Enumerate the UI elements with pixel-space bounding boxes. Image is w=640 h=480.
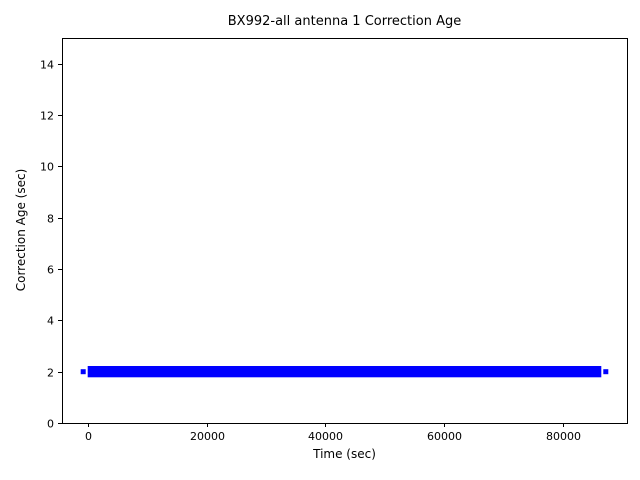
data-band xyxy=(87,366,602,378)
data-point-end xyxy=(603,369,609,375)
x-tick-label: 80000 xyxy=(546,430,581,443)
y-tick-label: 4 xyxy=(47,315,54,328)
chart-title: BX992-all antenna 1 Correction Age xyxy=(227,14,462,29)
y-tick-label: 6 xyxy=(47,264,54,277)
data-point-start xyxy=(80,369,86,375)
y-tick-label: 8 xyxy=(47,213,54,226)
x-tick-label: 0 xyxy=(85,430,92,443)
axes-frame xyxy=(62,38,628,424)
x-tick-label: 60000 xyxy=(427,430,462,443)
y-tick-label: 0 xyxy=(47,418,54,431)
y-tick-label: 14 xyxy=(40,59,54,72)
x-tick-label: 20000 xyxy=(190,430,225,443)
x-axis-label: Time (sec) xyxy=(313,447,376,461)
y-tick-label: 12 xyxy=(40,110,54,123)
y-tick-label: 2 xyxy=(47,367,54,380)
y-tick-label: 10 xyxy=(40,161,54,174)
x-tick-label: 40000 xyxy=(308,430,343,443)
